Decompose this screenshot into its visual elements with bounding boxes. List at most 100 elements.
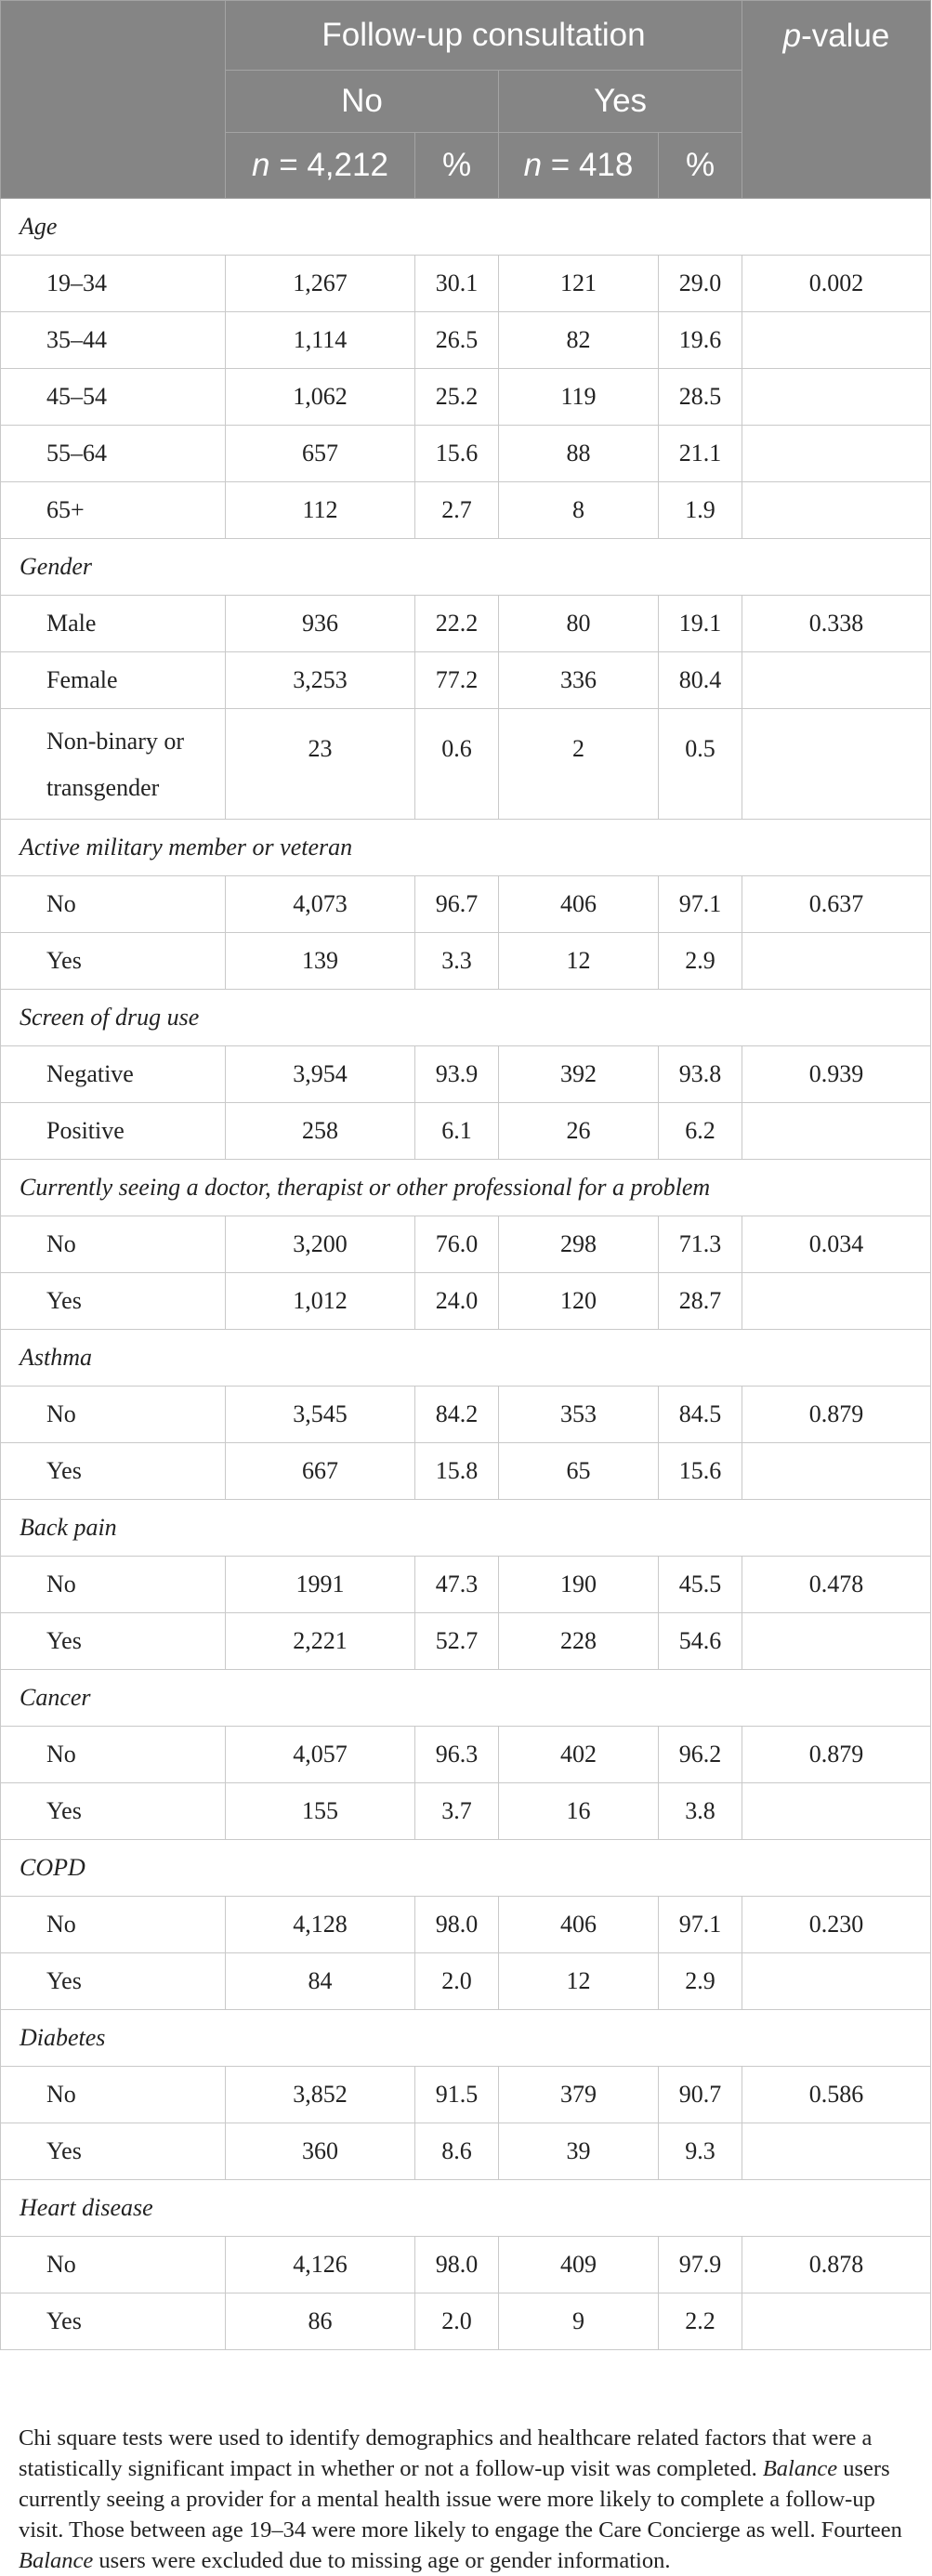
row-label: Non-binary or transgender (0, 708, 226, 820)
yes-percent-cell: 15.6 (658, 1442, 742, 1500)
yes-count-cell: 409 (498, 2236, 659, 2293)
table-row: Yes 2,221 52.7 228 54.6 (0, 1612, 931, 1670)
no-count-cell: 1,062 (225, 368, 415, 426)
table-row: Yes 155 3.7 16 3.8 (0, 1782, 931, 1840)
no-count-cell: 657 (225, 425, 415, 482)
yes-percent-cell: 93.8 (658, 1045, 742, 1103)
p-value-cell: 0.478 (742, 1556, 931, 1613)
row-label: Yes (0, 1952, 226, 2010)
yes-count-cell: 406 (498, 1896, 659, 1953)
no-percent-cell: 0.6 (414, 708, 499, 820)
no-count-cell: 23 (225, 708, 415, 820)
yes-count-cell: 82 (498, 311, 659, 369)
row-label: No (0, 875, 226, 933)
p-value-cell (742, 368, 931, 426)
header-n-no: n = 4,212 (225, 132, 415, 199)
p-value-suffix: -value (801, 18, 890, 54)
table-row: Non-binary or transgender 23 0.6 2 0.5 (0, 708, 931, 820)
yes-percent-cell: 29.0 (658, 255, 742, 312)
yes-percent-cell: 9.3 (658, 2123, 742, 2180)
yes-percent-cell: 6.2 (658, 1102, 742, 1160)
yes-count-cell: 26 (498, 1102, 659, 1160)
yes-percent-cell: 45.5 (658, 1556, 742, 1613)
footnote-balance-2: Balance (19, 2548, 94, 2573)
section-title: Heart disease (0, 2179, 931, 2237)
section-header-row: Asthma (0, 1329, 931, 1387)
section-title: Back pain (0, 1499, 931, 1557)
p-value-cell (742, 932, 931, 990)
p-value-cell (742, 1782, 931, 1840)
section-title: Gender (0, 538, 931, 596)
yes-count-cell: 12 (498, 1952, 659, 2010)
row-label: 45–54 (0, 368, 226, 426)
no-percent-cell: 15.8 (414, 1442, 499, 1500)
table-row: Yes 360 8.6 39 9.3 (0, 2123, 931, 2180)
header-p-value: p-value (742, 0, 931, 199)
no-percent-cell: 91.5 (414, 2066, 499, 2123)
yes-percent-cell: 71.3 (658, 1216, 742, 1273)
footnote-text-2: users currently seeing a provider for a … (19, 2456, 902, 2543)
no-percent-cell: 30.1 (414, 255, 499, 312)
yes-percent-cell: 1.9 (658, 481, 742, 539)
no-count-cell: 4,128 (225, 1896, 415, 1953)
section-header-row: Active military member or veteran (0, 819, 931, 876)
no-percent-cell: 3.7 (414, 1782, 499, 1840)
row-label: Yes (0, 1612, 226, 1670)
table-row: No 3,852 91.5 379 90.7 0.586 (0, 2066, 931, 2123)
section-title: Active military member or veteran (0, 819, 931, 876)
p-value-cell: 0.230 (742, 1896, 931, 1953)
results-table-container: Follow-up consultation p-value No Yes n … (0, 0, 931, 2350)
no-percent-cell: 96.7 (414, 875, 499, 933)
header-blank-cell (0, 0, 226, 199)
row-label: 65+ (0, 481, 226, 539)
n-symbol: n (252, 147, 270, 183)
no-count-cell: 1,012 (225, 1272, 415, 1330)
row-label: Yes (0, 1442, 226, 1500)
no-percent-cell: 2.0 (414, 1952, 499, 2010)
footnote-balance-1: Balance (762, 2456, 838, 2481)
section-title: Screen of drug use (0, 989, 931, 1046)
no-percent-cell: 47.3 (414, 1556, 499, 1613)
p-value-cell (742, 311, 931, 369)
yes-count-cell: 298 (498, 1216, 659, 1273)
yes-count-cell: 8 (498, 481, 659, 539)
no-count-cell: 667 (225, 1442, 415, 1500)
no-percent-cell: 2.7 (414, 481, 499, 539)
section-title: Cancer (0, 1669, 931, 1727)
row-label: No (0, 1386, 226, 1443)
no-count-cell: 3,954 (225, 1045, 415, 1103)
no-count-cell: 2,221 (225, 1612, 415, 1670)
yes-percent-cell: 96.2 (658, 1726, 742, 1783)
yes-count-cell: 120 (498, 1272, 659, 1330)
row-label: No (0, 2236, 226, 2293)
table-row: Yes 1,012 24.0 120 28.7 (0, 1272, 931, 1330)
yes-percent-cell: 28.7 (658, 1272, 742, 1330)
yes-percent-cell: 2.2 (658, 2293, 742, 2350)
no-percent-cell: 15.6 (414, 425, 499, 482)
row-label-line: transgender (46, 774, 160, 801)
no-count-cell: 1,267 (225, 255, 415, 312)
no-count-cell: 360 (225, 2123, 415, 2180)
table-row: No 3,545 84.2 353 84.5 0.879 (0, 1386, 931, 1443)
p-value-cell (742, 481, 931, 539)
yes-percent-cell: 19.6 (658, 311, 742, 369)
section-header-row: Diabetes (0, 2009, 931, 2067)
yes-count-cell: 65 (498, 1442, 659, 1500)
section-title: Currently seeing a doctor, therapist or … (0, 1159, 931, 1216)
table-row: No 4,057 96.3 402 96.2 0.879 (0, 1726, 931, 1783)
no-percent-cell: 22.2 (414, 595, 499, 652)
yes-count-cell: 16 (498, 1782, 659, 1840)
yes-count-cell: 406 (498, 875, 659, 933)
yes-percent-cell: 21.1 (658, 425, 742, 482)
no-count-cell: 155 (225, 1782, 415, 1840)
p-value-cell: 0.879 (742, 1726, 931, 1783)
no-count-cell: 4,073 (225, 875, 415, 933)
no-count-cell: 1991 (225, 1556, 415, 1613)
row-label: Female (0, 651, 226, 709)
yes-count-cell: 190 (498, 1556, 659, 1613)
p-value-cell: 0.939 (742, 1045, 931, 1103)
row-label: Yes (0, 1272, 226, 1330)
section-title: COPD (0, 1839, 931, 1897)
no-percent-cell: 3.3 (414, 932, 499, 990)
p-value-cell (742, 651, 931, 709)
